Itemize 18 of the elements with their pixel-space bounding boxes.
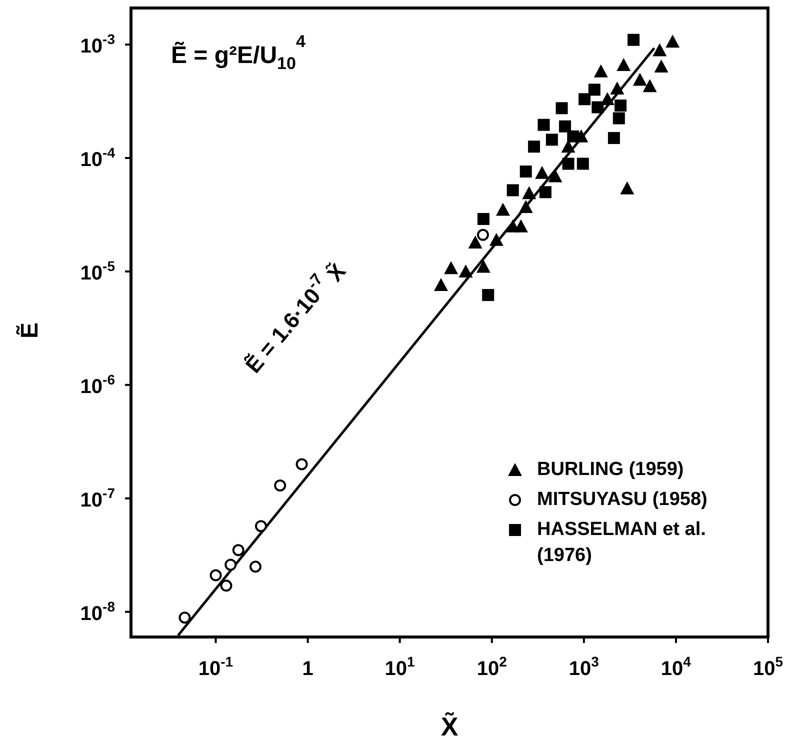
x-axis-title: X̃ <box>440 711 459 742</box>
legend-label: MITSUYASU (1958) <box>537 488 708 512</box>
y-tick-label: 10$^{-5}$ <box>80 258 116 284</box>
y-tick-label: 10$^{-3}$ <box>80 31 116 58</box>
legend-label: HASSELMAN et al. (1976) <box>537 518 707 568</box>
y-axis-title: Ẽ <box>16 322 44 339</box>
x-tick-label: 10$^{1}$ <box>384 654 416 680</box>
x-tick-label: 10$^{-1}$ <box>198 654 234 680</box>
y-tick-label: 10$^{-4}$ <box>80 144 116 172</box>
legend-label: BURLING (1959) <box>537 458 684 482</box>
x-tick-label: 1 <box>302 658 314 680</box>
y-tick-label: 10$^{-6}$ <box>80 372 116 398</box>
x-tick-label: 10$^{3}$ <box>568 654 600 680</box>
y-tick-label: 10$^{-7}$ <box>80 484 116 512</box>
y-tick-label: 10$^{-8}$ <box>80 598 116 625</box>
x-tick-label: 10$^{5}$ <box>752 654 784 680</box>
x-tick-label: 10$^{4}$ <box>660 654 692 680</box>
x-tick-label: 10$^{2}$ <box>476 654 508 680</box>
